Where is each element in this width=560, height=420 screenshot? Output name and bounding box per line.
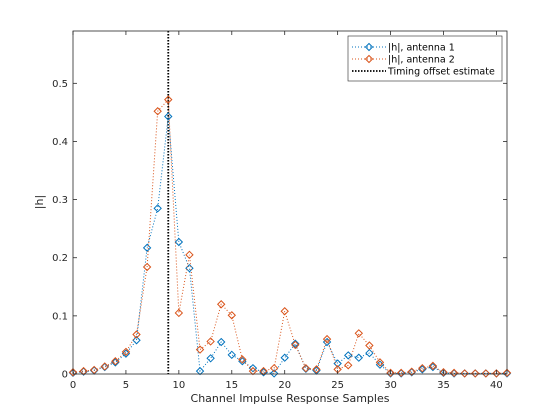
data-point-antenna-1	[174, 237, 184, 247]
data-point-antenna-2	[365, 341, 374, 350]
ticks-layer: 0 5 10 15 20 25 30 35 40 0 0.1 0.2 0.3 0.4 0.5	[52, 31, 507, 391]
data-point-antenna-2	[227, 311, 236, 320]
plot-area	[73, 31, 507, 374]
data-point-antenna-1	[195, 366, 205, 376]
data-point-antenna-1	[142, 243, 152, 253]
x-tick-label: 15	[225, 380, 238, 391]
data-point-antenna-2	[492, 369, 501, 378]
data-point-antenna-1	[216, 337, 226, 347]
y-axis-label: |h|	[33, 195, 46, 209]
x-tick-label: 10	[172, 380, 185, 391]
legend-marker-antenna-2	[364, 54, 374, 64]
x-tick-label: 0	[70, 380, 76, 391]
data-point-antenna-2	[100, 362, 109, 371]
data-point-antenna-2	[195, 345, 205, 354]
data-point-antenna-2	[344, 361, 353, 370]
data-point-antenna-2	[396, 368, 406, 378]
x-tick-label: 35	[437, 380, 450, 391]
data-point-antenna-2	[174, 308, 184, 318]
data-point-antenna-1	[280, 353, 289, 362]
data-point-antenna-2	[375, 358, 385, 367]
x-axis-label: Channel Impulse Response Samples	[191, 392, 390, 405]
x-tick-label: 30	[384, 380, 397, 391]
data-point-antenna-1	[164, 112, 173, 121]
y-tick-label: 0.5	[52, 79, 68, 90]
data-point-antenna-1	[344, 351, 353, 360]
data-point-antenna-2	[502, 368, 512, 378]
data-point-antenna-2	[238, 355, 247, 364]
data-point-antenna-2	[259, 366, 268, 376]
data-point-antenna-2	[280, 307, 289, 316]
legend-marker-antenna-1	[364, 42, 374, 52]
x-tick-label: 25	[331, 380, 344, 391]
data-point-antenna-2	[89, 365, 99, 375]
data-point-antenna-1	[259, 368, 268, 377]
data-point-antenna-1	[354, 353, 364, 362]
data-point-antenna-2	[291, 340, 300, 350]
data-point-antenna-2	[322, 334, 332, 344]
data-point-antenna-2	[407, 367, 416, 376]
data-point-antenna-1	[365, 348, 374, 358]
legend-label-timing-offset: Timing offset estimate	[387, 67, 495, 78]
data-point-antenna-2	[471, 369, 480, 378]
data-point-antenna-1	[132, 336, 141, 345]
data-point-antenna-1	[206, 354, 215, 363]
y-tick-label: 0.1	[52, 311, 68, 322]
data-point-antenna-2	[164, 95, 173, 104]
data-point-antenna-2	[153, 107, 162, 116]
legend-label-antenna-2: |h|, antenna 2	[388, 55, 455, 66]
data-point-antenna-1	[291, 339, 300, 348]
data-point-antenna-2	[481, 369, 491, 378]
y-tick-label: 0.4	[52, 137, 68, 148]
data-point-antenna-1	[111, 358, 120, 367]
legend: |h|, antenna 1 |h|, antenna 2 Timing off…	[347, 35, 503, 82]
data-point-antenna-1	[227, 350, 236, 360]
data-point-antenna-1	[248, 363, 258, 373]
legend-label-antenna-1: |h|, antenna 1	[388, 43, 455, 54]
data-point-antenna-2	[68, 368, 78, 377]
data-point-antenna-2	[439, 368, 448, 377]
data-point-antenna-2	[216, 300, 226, 309]
data-point-antenna-2	[206, 337, 215, 346]
x-tick-label: 40	[490, 380, 503, 391]
data-point-antenna-2	[301, 363, 311, 373]
data-point-antenna-2	[132, 330, 141, 339]
data-point-antenna-1	[269, 369, 279, 378]
data-point-antenna-2	[269, 363, 279, 373]
data-point-antenna-2	[449, 368, 459, 378]
data-point-antenna-2	[312, 365, 321, 374]
y-tick-label: 0.3	[52, 195, 68, 206]
series-line-antenna-2	[72, 98, 508, 374]
axes-box	[72, 30, 508, 375]
data-point-antenna-2	[354, 329, 364, 338]
data-point-antenna-2	[121, 347, 131, 357]
data-point-antenna-2	[248, 366, 258, 376]
data-point-antenna-1	[428, 362, 438, 372]
data-point-antenna-2	[111, 357, 120, 366]
data-point-antenna-2	[386, 368, 395, 378]
series-layer	[68, 95, 512, 378]
x-tick-label: 20	[278, 380, 291, 391]
data-point-antenna-2	[79, 366, 88, 376]
data-point-antenna-1	[153, 204, 162, 213]
data-point-antenna-2	[428, 361, 438, 371]
data-point-antenna-2	[460, 369, 469, 378]
data-point-antenna-2	[185, 250, 194, 260]
data-point-antenna-2	[418, 363, 427, 373]
y-tick-label: 0	[62, 370, 68, 381]
x-tick-label: 5	[123, 380, 129, 391]
data-point-antenna-2	[142, 262, 152, 272]
y-tick-label: 0.2	[52, 253, 68, 264]
